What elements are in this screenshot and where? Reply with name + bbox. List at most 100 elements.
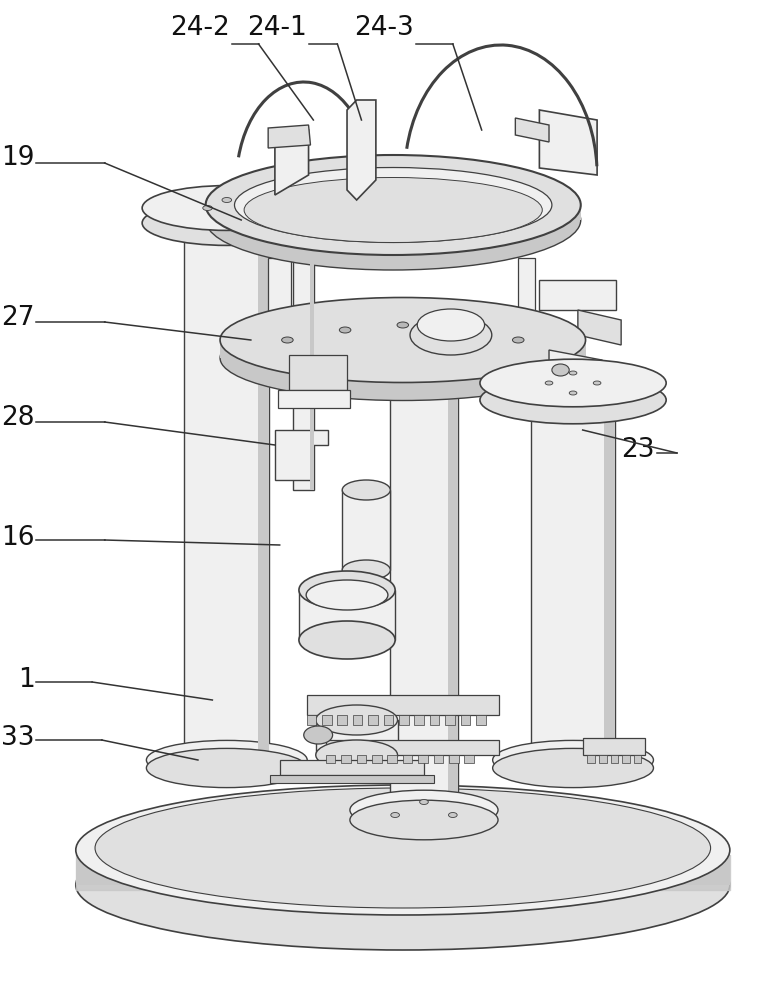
Bar bbox=[326, 755, 335, 763]
Text: 24-1: 24-1 bbox=[247, 15, 307, 41]
Ellipse shape bbox=[206, 155, 580, 255]
Polygon shape bbox=[220, 340, 586, 358]
Bar bbox=[434, 755, 443, 763]
Text: 27: 27 bbox=[1, 305, 34, 331]
Bar bbox=[587, 755, 595, 763]
Bar bbox=[338, 715, 347, 725]
Ellipse shape bbox=[342, 560, 390, 580]
Bar bbox=[357, 755, 366, 763]
Polygon shape bbox=[549, 350, 602, 395]
Polygon shape bbox=[268, 258, 291, 340]
Polygon shape bbox=[275, 430, 327, 480]
Polygon shape bbox=[310, 255, 314, 490]
Text: 19: 19 bbox=[1, 145, 34, 171]
Ellipse shape bbox=[512, 337, 524, 343]
Bar bbox=[445, 715, 455, 725]
Ellipse shape bbox=[206, 170, 580, 270]
Bar bbox=[383, 715, 393, 725]
Bar bbox=[372, 755, 382, 763]
Bar bbox=[476, 715, 486, 725]
Polygon shape bbox=[76, 852, 730, 885]
Polygon shape bbox=[518, 258, 535, 340]
Bar bbox=[599, 755, 607, 763]
Ellipse shape bbox=[552, 364, 570, 376]
Bar bbox=[403, 755, 412, 763]
Ellipse shape bbox=[244, 178, 542, 242]
Polygon shape bbox=[185, 218, 269, 768]
Ellipse shape bbox=[420, 800, 428, 804]
Bar bbox=[353, 715, 362, 725]
Bar bbox=[322, 715, 331, 725]
Ellipse shape bbox=[342, 480, 390, 500]
Polygon shape bbox=[539, 280, 616, 310]
Ellipse shape bbox=[410, 315, 492, 355]
Polygon shape bbox=[275, 130, 309, 195]
Ellipse shape bbox=[570, 371, 577, 375]
Bar bbox=[342, 490, 390, 570]
Ellipse shape bbox=[299, 621, 395, 659]
Ellipse shape bbox=[220, 316, 586, 400]
Ellipse shape bbox=[241, 206, 251, 211]
Bar bbox=[399, 715, 409, 725]
Ellipse shape bbox=[417, 309, 484, 341]
Text: 23: 23 bbox=[622, 437, 655, 463]
Ellipse shape bbox=[480, 376, 666, 424]
Ellipse shape bbox=[142, 186, 311, 230]
Ellipse shape bbox=[455, 327, 466, 333]
Bar bbox=[611, 755, 618, 763]
Ellipse shape bbox=[147, 740, 307, 780]
Ellipse shape bbox=[531, 381, 615, 409]
Bar bbox=[299, 590, 395, 640]
Polygon shape bbox=[206, 205, 580, 220]
Ellipse shape bbox=[546, 381, 553, 385]
Bar bbox=[307, 695, 499, 715]
Bar bbox=[293, 255, 314, 490]
Text: 1: 1 bbox=[18, 667, 34, 693]
Ellipse shape bbox=[493, 740, 653, 780]
Ellipse shape bbox=[303, 726, 333, 744]
Bar bbox=[326, 740, 499, 755]
Polygon shape bbox=[448, 375, 458, 820]
Text: 24-3: 24-3 bbox=[355, 15, 414, 41]
Text: 16: 16 bbox=[1, 525, 34, 551]
Ellipse shape bbox=[76, 785, 730, 915]
Bar bbox=[279, 760, 424, 775]
Bar bbox=[430, 715, 439, 725]
Text: 24-2: 24-2 bbox=[170, 15, 230, 41]
Ellipse shape bbox=[570, 391, 577, 395]
Polygon shape bbox=[347, 100, 376, 200]
Ellipse shape bbox=[299, 571, 395, 609]
Ellipse shape bbox=[95, 788, 711, 908]
Ellipse shape bbox=[480, 359, 666, 407]
Bar bbox=[449, 755, 459, 763]
Bar bbox=[387, 755, 397, 763]
Ellipse shape bbox=[493, 748, 653, 788]
Polygon shape bbox=[515, 118, 549, 142]
Ellipse shape bbox=[316, 705, 397, 735]
Polygon shape bbox=[583, 738, 645, 755]
Ellipse shape bbox=[142, 201, 311, 245]
Ellipse shape bbox=[316, 740, 397, 770]
Ellipse shape bbox=[234, 167, 552, 242]
Bar bbox=[414, 715, 424, 725]
Bar bbox=[622, 755, 630, 763]
Bar bbox=[418, 755, 428, 763]
Ellipse shape bbox=[222, 198, 231, 202]
Polygon shape bbox=[539, 110, 597, 175]
Polygon shape bbox=[531, 395, 615, 768]
Polygon shape bbox=[390, 375, 458, 820]
Ellipse shape bbox=[350, 800, 498, 840]
Ellipse shape bbox=[185, 204, 269, 232]
Ellipse shape bbox=[307, 580, 388, 610]
Ellipse shape bbox=[350, 790, 498, 830]
Bar bbox=[341, 755, 351, 763]
Bar bbox=[464, 755, 474, 763]
Bar bbox=[307, 715, 317, 725]
Polygon shape bbox=[578, 310, 621, 345]
Ellipse shape bbox=[76, 820, 730, 950]
Ellipse shape bbox=[391, 812, 400, 818]
Ellipse shape bbox=[282, 337, 293, 343]
Ellipse shape bbox=[339, 327, 351, 333]
Polygon shape bbox=[258, 218, 269, 768]
Ellipse shape bbox=[594, 381, 601, 385]
